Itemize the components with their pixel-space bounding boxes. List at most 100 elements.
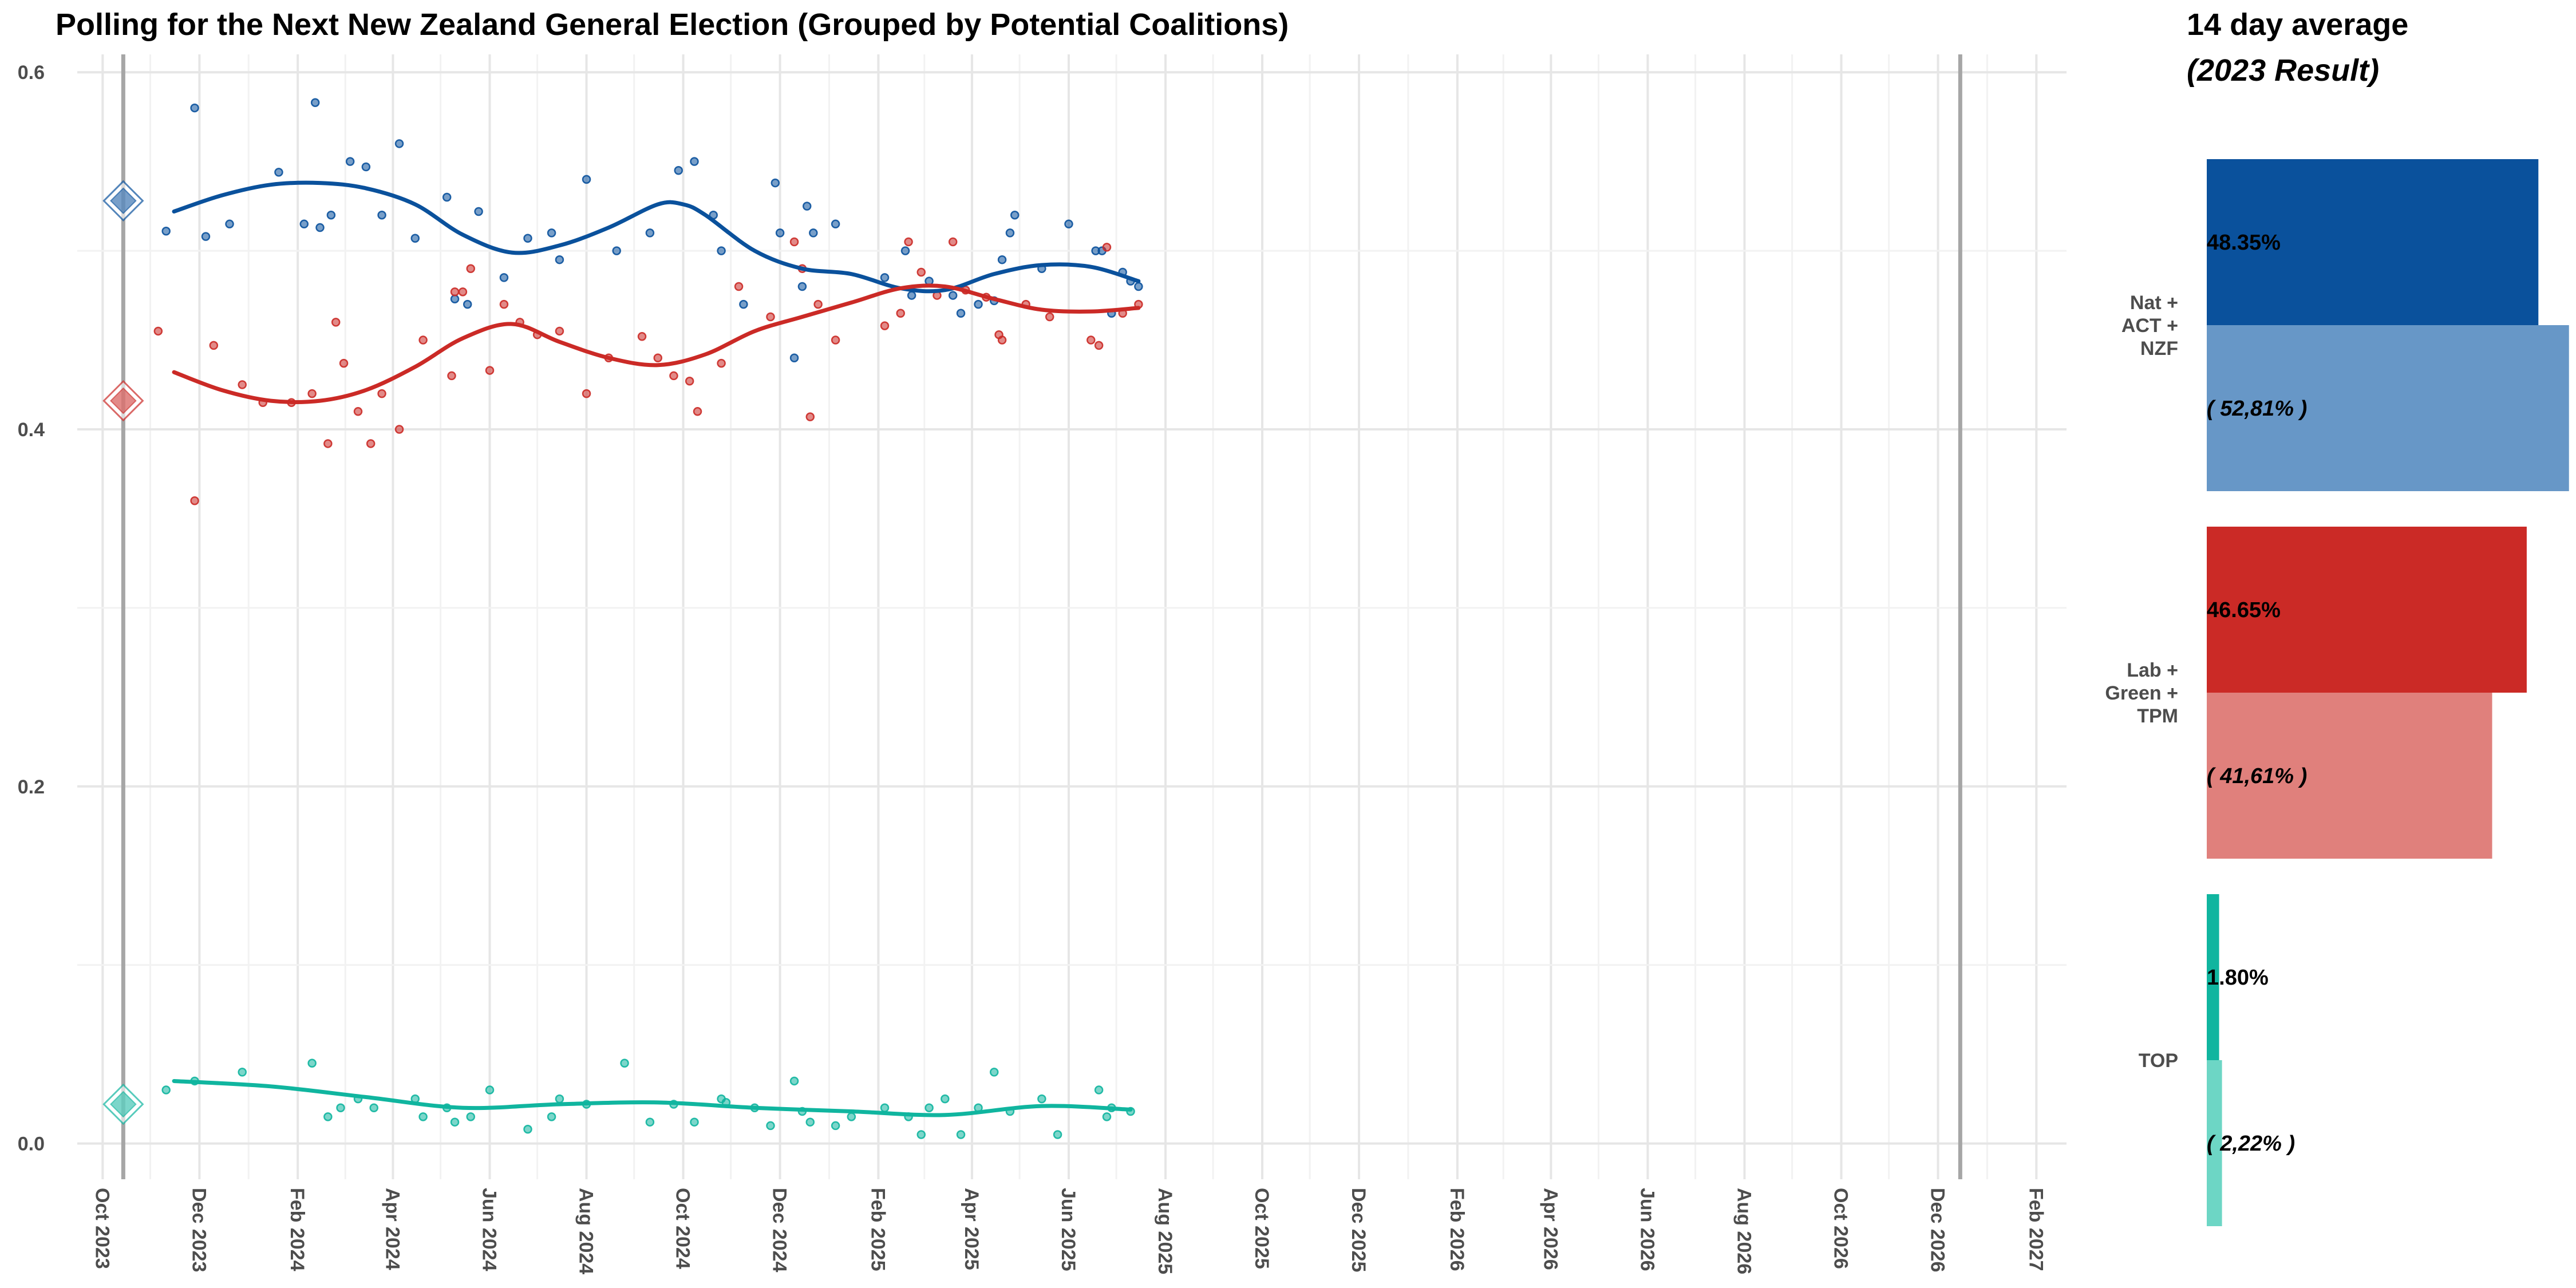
poll-point bbox=[789, 353, 799, 362]
poll-point bbox=[450, 287, 460, 297]
poll-point bbox=[809, 228, 818, 238]
poll-point bbox=[802, 202, 812, 211]
poll-point bbox=[331, 318, 341, 327]
poll-point bbox=[1045, 312, 1054, 322]
poll-point bbox=[442, 192, 452, 202]
x-tick-label: Jun 2024 bbox=[478, 1188, 500, 1271]
poll-point bbox=[997, 255, 1007, 264]
poll-point bbox=[366, 439, 376, 448]
poll-point bbox=[805, 412, 815, 421]
poll-point bbox=[653, 353, 662, 362]
poll-point bbox=[555, 1094, 564, 1104]
poll-point bbox=[418, 335, 428, 345]
poll-point bbox=[690, 1117, 699, 1127]
poll-point bbox=[377, 210, 386, 220]
poll-point bbox=[645, 1117, 655, 1127]
poll-point bbox=[315, 223, 325, 232]
poll-point bbox=[326, 210, 336, 220]
axis-labels: Oct 2023 Dec 2023 Feb 2024 Apr 2024 Jun 2024… bbox=[18, 62, 2047, 1274]
x-tick-label: Feb 2024 bbox=[286, 1188, 308, 1271]
poll-point bbox=[948, 237, 958, 247]
poll-point bbox=[612, 246, 621, 255]
chart-title: Polling for the Next New Zealand General… bbox=[56, 7, 1289, 42]
poll-point bbox=[485, 1085, 495, 1095]
poll-point bbox=[831, 335, 840, 345]
poll-point bbox=[161, 1085, 171, 1095]
bar-lab-green-tpm-2023-result bbox=[2207, 693, 2492, 859]
poll-point bbox=[450, 1117, 460, 1127]
poll-point bbox=[896, 309, 905, 318]
poll-point bbox=[353, 407, 363, 416]
bar-top-14-day-average bbox=[2207, 894, 2219, 1060]
y-tick-label: 0.2 bbox=[18, 776, 45, 798]
poll-point bbox=[690, 157, 699, 166]
poll-point bbox=[201, 232, 211, 241]
poll-point bbox=[941, 1094, 950, 1104]
bar-nat-act-nzf-2023-result bbox=[2207, 325, 2569, 491]
bar-value-label: ( 41,61% ) bbox=[2207, 764, 2307, 788]
poll-point bbox=[669, 371, 678, 381]
poll-point bbox=[523, 1124, 532, 1134]
x-tick-label: Jun 2025 bbox=[1057, 1188, 1079, 1271]
poll-point bbox=[739, 299, 748, 309]
bar-panel: 48.35% ( 52,81% ) Nat +ACT +NZF 46.65% ( 41,… bbox=[2105, 159, 2569, 1226]
poll-point bbox=[418, 1112, 428, 1121]
bar-value-label: ( 52,81% ) bbox=[2207, 397, 2307, 421]
poll-point bbox=[717, 358, 726, 368]
poll-point bbox=[1134, 282, 1143, 291]
bar-category-label: Lab + bbox=[2127, 659, 2178, 681]
poll-point bbox=[989, 1068, 999, 1077]
bar-panel-subtitle: (2023 Result) bbox=[2187, 53, 2380, 88]
poll-point bbox=[447, 371, 456, 381]
poll-point bbox=[466, 264, 475, 274]
poll-point bbox=[900, 246, 910, 255]
poll-point bbox=[766, 312, 775, 322]
poll-point bbox=[775, 228, 785, 238]
poll-point bbox=[771, 178, 780, 188]
poll-point bbox=[153, 326, 163, 336]
poll-point bbox=[904, 237, 913, 247]
poll-point bbox=[450, 294, 460, 304]
poll-point bbox=[1094, 1085, 1104, 1095]
bar-category-label: NZF bbox=[2140, 338, 2178, 359]
bar-value-label: 46.65% bbox=[2207, 598, 2281, 622]
bar-category-label: Nat + bbox=[2130, 292, 2178, 314]
poll-point bbox=[948, 291, 958, 300]
poll-point bbox=[789, 1076, 799, 1086]
poll-point bbox=[734, 282, 744, 291]
poll-point bbox=[307, 1058, 317, 1068]
poll-point bbox=[916, 267, 926, 277]
result-2023-marker bbox=[109, 187, 137, 215]
trend-line bbox=[172, 1078, 1133, 1117]
poll-point bbox=[463, 299, 472, 309]
poll-point bbox=[880, 1103, 890, 1112]
poll-point bbox=[974, 299, 983, 309]
poll-point bbox=[907, 291, 916, 300]
x-tick-label: Feb 2026 bbox=[1446, 1188, 1468, 1271]
poll-point bbox=[813, 299, 823, 309]
poll-point bbox=[956, 309, 966, 318]
x-tick-label: Dec 2025 bbox=[1348, 1188, 1369, 1272]
poll-point bbox=[620, 1058, 629, 1068]
poll-point bbox=[485, 366, 495, 375]
x-tick-label: Dec 2026 bbox=[1927, 1188, 1949, 1272]
poll-point bbox=[1086, 335, 1096, 345]
bar-category-label: Green + bbox=[2105, 682, 2178, 704]
x-tick-label: Apr 2026 bbox=[1539, 1188, 1561, 1270]
gridlines bbox=[77, 54, 2067, 1179]
poll-point bbox=[637, 332, 647, 341]
poll-point bbox=[394, 139, 404, 148]
trend-line bbox=[172, 283, 1141, 404]
bar-category-label: TPM bbox=[2137, 705, 2178, 727]
poll-point bbox=[307, 389, 317, 398]
vertical-markers bbox=[121, 54, 1962, 1179]
bar-value-label: 48.35% bbox=[2207, 231, 2281, 255]
poll-point bbox=[466, 1112, 475, 1121]
poll-point bbox=[474, 207, 483, 216]
poll-point bbox=[924, 1103, 934, 1112]
result-2023-marker bbox=[109, 387, 137, 414]
poll-point bbox=[361, 162, 371, 172]
poll-point bbox=[225, 219, 234, 229]
poll-point bbox=[345, 157, 355, 166]
poll-point bbox=[190, 496, 199, 505]
